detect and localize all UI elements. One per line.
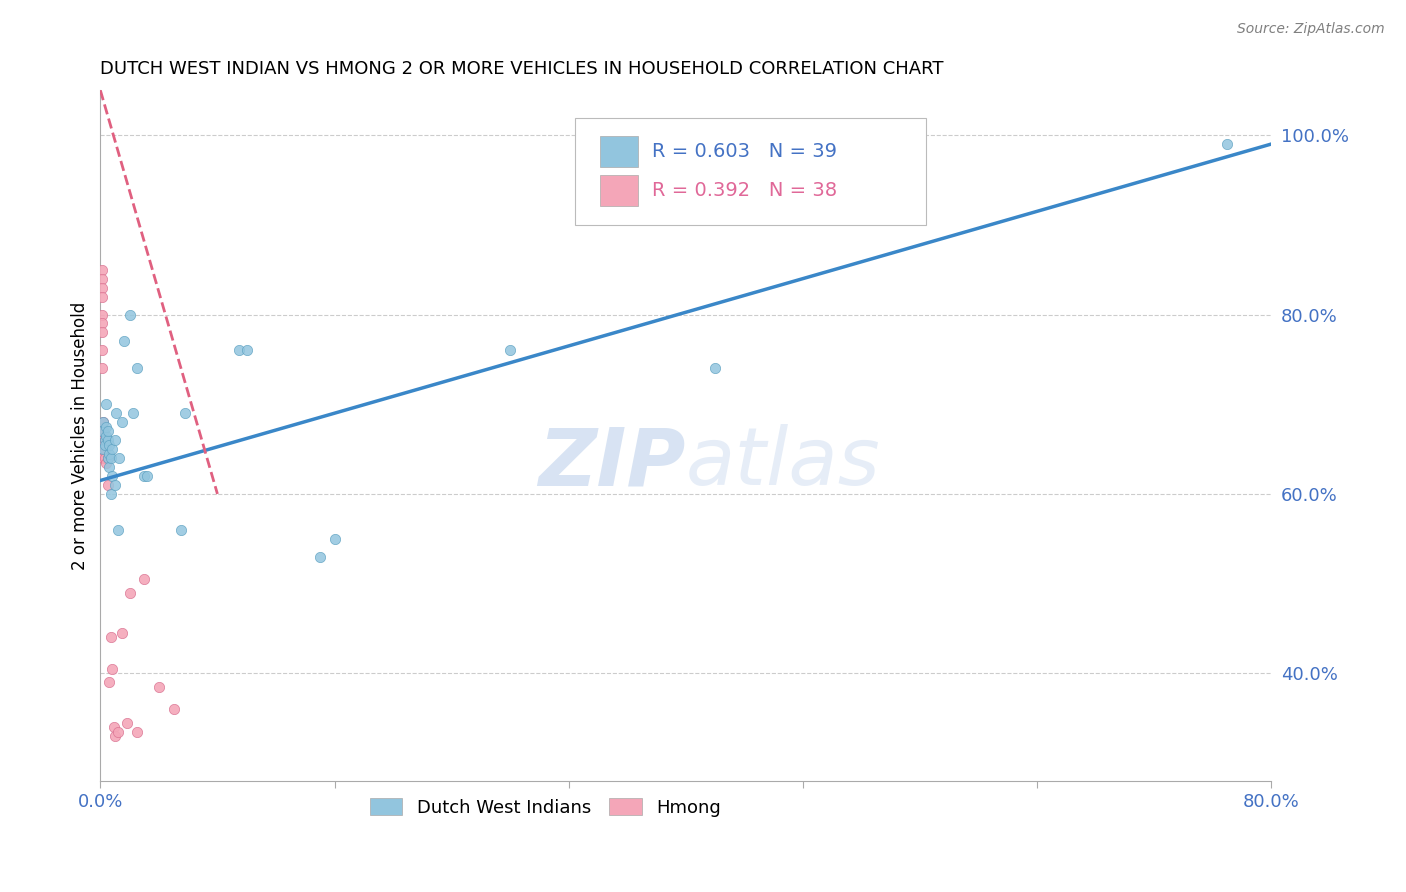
- Point: [148, 680, 170, 694]
- Point: [90, 289, 112, 303]
- Point: [103, 720, 125, 734]
- Point: [93, 442, 115, 456]
- Point: [323, 532, 346, 546]
- Point: [100, 631, 122, 645]
- Point: [104, 433, 127, 447]
- Point: [235, 343, 257, 358]
- Point: [90, 262, 112, 277]
- Point: [90, 271, 112, 285]
- Point: [98, 460, 121, 475]
- Point: [91, 433, 114, 447]
- Point: [111, 415, 134, 429]
- Point: [90, 280, 112, 294]
- Point: [91, 433, 114, 447]
- Point: [125, 724, 148, 739]
- Point: [90, 424, 112, 438]
- Point: [98, 446, 121, 460]
- Point: [97, 478, 120, 492]
- Point: [228, 343, 250, 358]
- Point: [121, 406, 143, 420]
- Point: [91, 451, 114, 466]
- Text: DUTCH WEST INDIAN VS HMONG 2 OR MORE VEHICLES IN HOUSEHOLD CORRELATION CHART: DUTCH WEST INDIAN VS HMONG 2 OR MORE VEH…: [100, 60, 943, 78]
- Point: [1216, 137, 1239, 152]
- Point: [91, 424, 114, 438]
- Point: [91, 446, 114, 460]
- Point: [97, 433, 120, 447]
- Point: [90, 317, 112, 331]
- Point: [97, 451, 120, 466]
- Point: [96, 437, 118, 451]
- Point: [105, 406, 128, 420]
- Point: [91, 424, 114, 438]
- Point: [91, 433, 114, 447]
- Point: [101, 469, 124, 483]
- Point: [100, 487, 122, 501]
- Point: [134, 572, 156, 586]
- Text: atlas: atlas: [686, 425, 880, 502]
- Point: [97, 451, 120, 466]
- Point: [101, 442, 124, 456]
- Point: [107, 724, 129, 739]
- FancyBboxPatch shape: [575, 118, 925, 225]
- Point: [96, 456, 118, 470]
- Text: R = 0.392   N = 38: R = 0.392 N = 38: [652, 181, 837, 200]
- Point: [98, 675, 121, 690]
- Point: [125, 361, 148, 376]
- Point: [91, 442, 114, 456]
- Point: [96, 397, 118, 411]
- Point: [112, 334, 135, 349]
- Point: [90, 326, 112, 340]
- Point: [170, 523, 193, 537]
- Point: [309, 549, 332, 564]
- FancyBboxPatch shape: [600, 136, 638, 167]
- Point: [93, 433, 115, 447]
- Point: [104, 478, 127, 492]
- Point: [704, 361, 727, 376]
- Text: R = 0.603   N = 39: R = 0.603 N = 39: [652, 142, 837, 161]
- Point: [499, 343, 522, 358]
- Point: [104, 729, 127, 743]
- Point: [90, 308, 112, 322]
- Point: [96, 419, 118, 434]
- Point: [90, 343, 112, 358]
- Text: ZIP: ZIP: [538, 425, 686, 502]
- FancyBboxPatch shape: [600, 175, 638, 206]
- Point: [97, 424, 120, 438]
- Point: [98, 437, 121, 451]
- Point: [108, 451, 131, 466]
- Point: [134, 469, 156, 483]
- Point: [100, 451, 122, 466]
- Point: [91, 415, 114, 429]
- Point: [162, 702, 184, 716]
- Point: [118, 308, 141, 322]
- Point: [93, 433, 115, 447]
- Y-axis label: 2 or more Vehicles in Household: 2 or more Vehicles in Household: [72, 301, 89, 570]
- Point: [93, 437, 115, 451]
- Point: [107, 523, 129, 537]
- Point: [91, 415, 114, 429]
- Legend: Dutch West Indians, Hmong: Dutch West Indians, Hmong: [363, 790, 728, 824]
- Point: [136, 469, 159, 483]
- Text: Source: ZipAtlas.com: Source: ZipAtlas.com: [1237, 22, 1385, 37]
- Point: [174, 406, 197, 420]
- Point: [93, 451, 115, 466]
- Point: [101, 662, 124, 676]
- Point: [91, 442, 114, 456]
- Point: [111, 626, 134, 640]
- Point: [115, 715, 138, 730]
- Point: [96, 428, 118, 442]
- Point: [90, 361, 112, 376]
- Point: [118, 585, 141, 599]
